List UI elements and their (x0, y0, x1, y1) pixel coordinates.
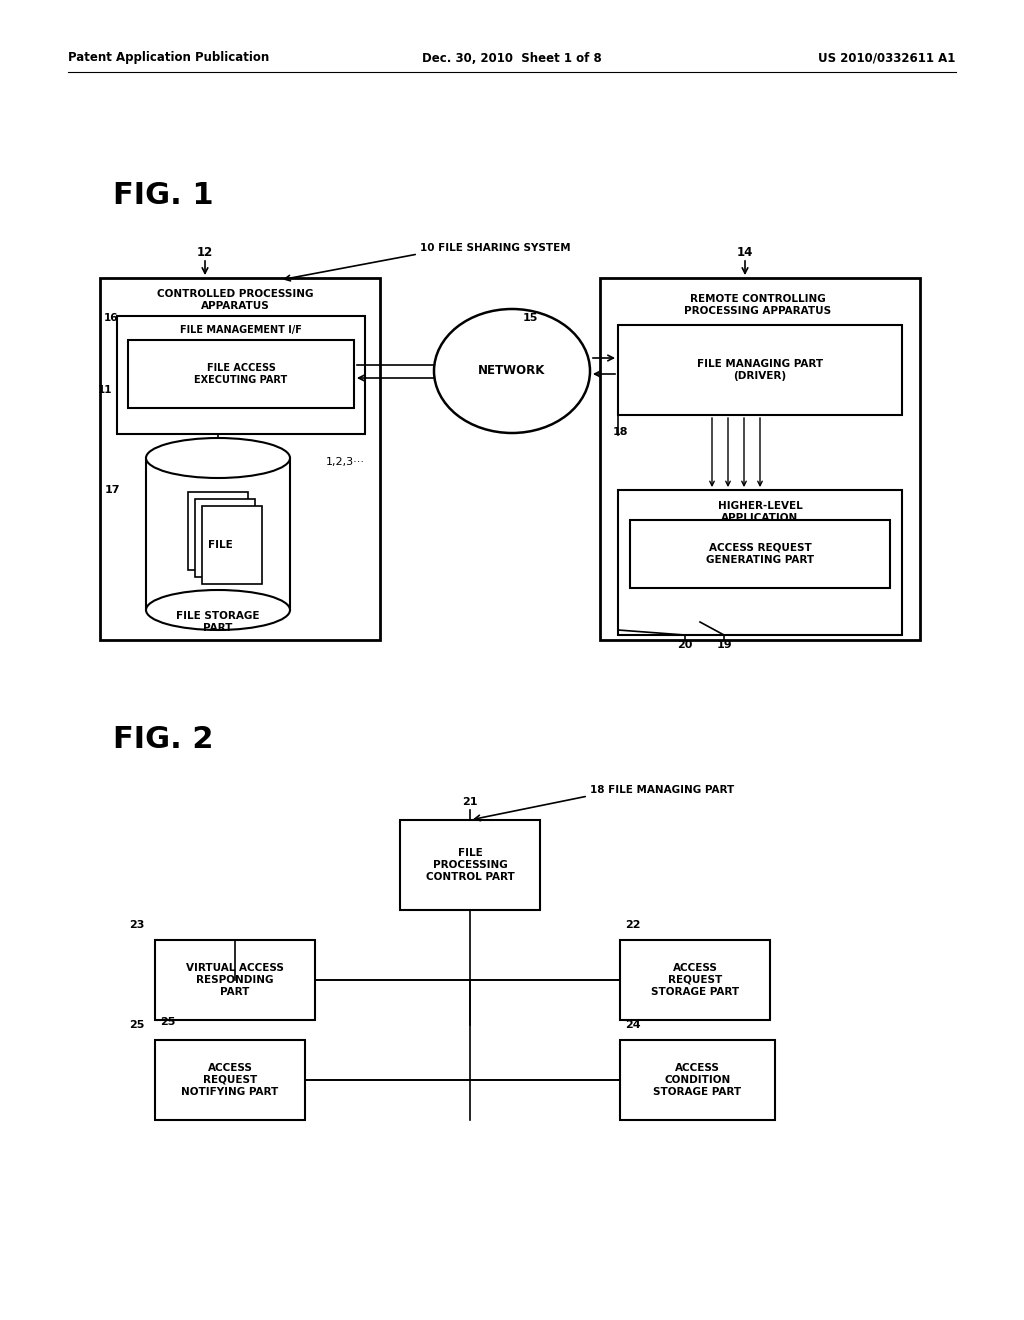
Text: ACCESS
REQUEST
NOTIFYING PART: ACCESS REQUEST NOTIFYING PART (181, 1063, 279, 1097)
Ellipse shape (146, 590, 290, 630)
Bar (128, 341, 354, 408)
Text: 16: 16 (103, 313, 118, 323)
Text: FIG. 1: FIG. 1 (113, 181, 214, 210)
Bar (146, 458, 290, 610)
Text: US 2010/0332611 A1: US 2010/0332611 A1 (817, 51, 955, 65)
Text: 1,2,3···: 1,2,3··· (326, 457, 365, 467)
Bar (202, 506, 262, 583)
Ellipse shape (434, 309, 590, 433)
Text: 21: 21 (462, 797, 478, 807)
Text: 12: 12 (197, 246, 213, 259)
Text: 10 FILE SHARING SYSTEM: 10 FILE SHARING SYSTEM (420, 243, 570, 253)
Text: 17: 17 (104, 484, 120, 495)
Text: 14: 14 (737, 246, 754, 259)
Text: HIGHER-LEVEL
APPLICATION: HIGHER-LEVEL APPLICATION (718, 500, 803, 523)
Text: ACCESS
CONDITION
STORAGE PART: ACCESS CONDITION STORAGE PART (653, 1063, 741, 1097)
Text: 24: 24 (625, 1020, 641, 1030)
Bar (618, 490, 902, 635)
Text: CONTROLLED PROCESSING
APPARATUS: CONTROLLED PROCESSING APPARATUS (157, 289, 313, 312)
Bar (100, 279, 380, 640)
Bar (618, 325, 902, 414)
Text: FILE ACCESS
EXECUTING PART: FILE ACCESS EXECUTING PART (195, 363, 288, 385)
Bar (620, 1040, 775, 1119)
Bar (600, 279, 920, 640)
Bar (630, 520, 890, 587)
Bar (620, 940, 770, 1020)
Text: 15: 15 (522, 313, 538, 323)
Text: VIRTUAL ACCESS
RESPONDING
PART: VIRTUAL ACCESS RESPONDING PART (186, 962, 284, 998)
Text: 22: 22 (625, 920, 640, 931)
Bar (195, 499, 255, 577)
Ellipse shape (146, 438, 290, 478)
Text: 25: 25 (160, 1016, 175, 1027)
Text: REMOTE CONTROLLING
PROCESSING APPARATUS: REMOTE CONTROLLING PROCESSING APPARATUS (684, 294, 831, 317)
Text: FILE: FILE (208, 540, 232, 550)
Text: Dec. 30, 2010  Sheet 1 of 8: Dec. 30, 2010 Sheet 1 of 8 (422, 51, 602, 65)
Text: 20: 20 (677, 640, 692, 649)
Text: NETWORK: NETWORK (478, 364, 546, 378)
Text: Patent Application Publication: Patent Application Publication (68, 51, 269, 65)
Text: 19: 19 (716, 640, 732, 649)
Text: 25: 25 (130, 1020, 145, 1030)
Text: FILE
PROCESSING
CONTROL PART: FILE PROCESSING CONTROL PART (426, 847, 514, 882)
Text: 23: 23 (130, 920, 145, 931)
Bar (400, 820, 540, 909)
Text: FILE STORAGE
PART: FILE STORAGE PART (176, 611, 260, 634)
Text: 18: 18 (613, 426, 629, 437)
Bar (117, 315, 365, 434)
Bar (155, 940, 315, 1020)
Text: FIG. 2: FIG. 2 (113, 726, 213, 755)
Text: ACCESS REQUEST
GENERATING PART: ACCESS REQUEST GENERATING PART (706, 543, 814, 565)
Text: FILE MANAGEMENT I/F: FILE MANAGEMENT I/F (180, 325, 302, 335)
Bar (155, 1040, 305, 1119)
Bar (188, 492, 248, 570)
Text: 11: 11 (97, 385, 113, 395)
Text: FILE MANAGING PART
(DRIVER): FILE MANAGING PART (DRIVER) (697, 359, 823, 381)
Text: ACCESS
REQUEST
STORAGE PART: ACCESS REQUEST STORAGE PART (651, 962, 739, 998)
Text: 18 FILE MANAGING PART: 18 FILE MANAGING PART (590, 785, 734, 795)
